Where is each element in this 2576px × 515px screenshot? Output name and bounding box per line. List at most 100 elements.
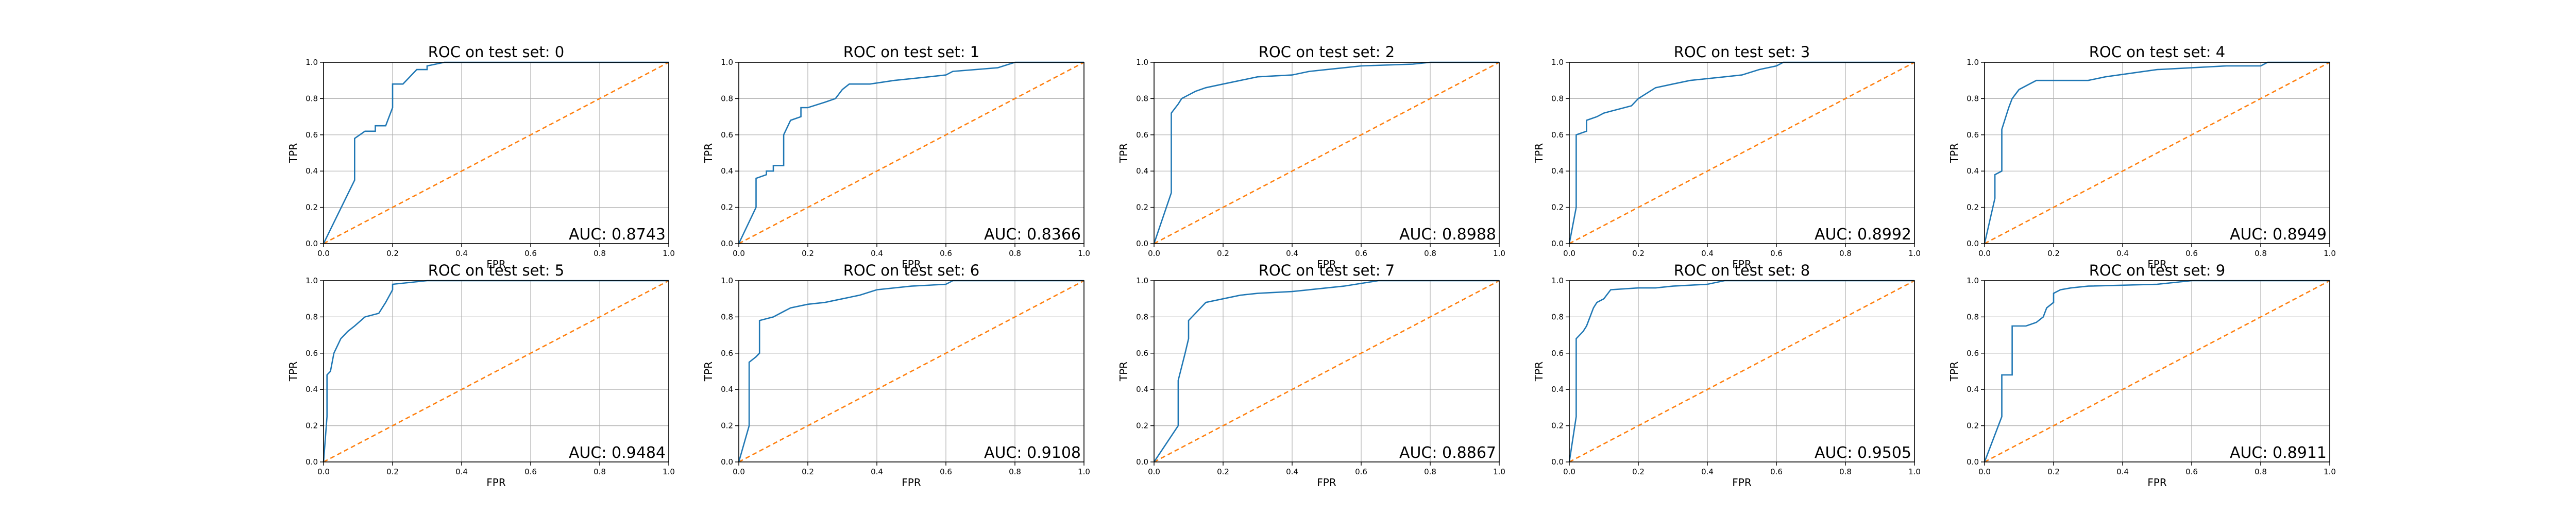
x-tick-label: 0.6	[524, 467, 537, 476]
chance-line	[738, 61, 1084, 245]
x-tick-label: 1.0	[1908, 249, 1921, 258]
y-tick-label: 1.0	[1136, 276, 1148, 285]
y-tick-label: 0.4	[1136, 385, 1148, 394]
x-tick-label: 0.6	[1770, 467, 1783, 476]
axes-frame	[1569, 62, 1915, 244]
x-tick-label: 1.0	[663, 249, 675, 258]
auc-label: AUC: 0.8743	[569, 226, 666, 244]
y-tick-label: 0.4	[1551, 385, 1564, 394]
x-tick-label: 0.8	[2255, 467, 2267, 476]
x-tick-label: 0.0	[733, 249, 745, 258]
x-tick-label: 0.0	[1978, 467, 1991, 476]
y-tick-label: 0.0	[1136, 239, 1148, 248]
x-tick-label: 0.8	[1839, 467, 1852, 476]
y-tick-label: 0.8	[1967, 312, 1979, 321]
x-tick-label: 0.4	[1286, 249, 1298, 258]
x-axis-label: FPR	[902, 476, 921, 489]
roc-subplot-2: 0.00.0 0.2 0.2 0.4 0.4 0.6 0.6 0.8 0.8 1.0 1.0 ROC …	[1117, 43, 1505, 270]
subplot-title: ROC on test set: 6	[843, 262, 979, 279]
y-axis-label: TPR	[702, 143, 715, 163]
y-tick-label: 0.6	[306, 349, 318, 358]
roc-subplot-7: 0.00.0 0.2 0.2 0.4 0.4 0.6 0.6 0.8 0.8 1.0 1.0 ROC …	[1117, 262, 1505, 489]
x-tick-label: 0.4	[455, 249, 468, 258]
y-tick-label: 0.4	[1967, 385, 1979, 394]
auc-label: AUC: 0.8366	[984, 226, 1081, 244]
y-tick-label: 0.6	[721, 349, 733, 358]
x-tick-label: 1.0	[663, 467, 675, 476]
y-tick-label: 0.0	[721, 239, 733, 248]
y-tick-label: 0.8	[1136, 312, 1148, 321]
y-tick-label: 0.4	[1136, 166, 1148, 176]
x-tick-label: 0.0	[1148, 467, 1160, 476]
axes-frame	[1984, 280, 2330, 462]
x-tick-label: 0.6	[940, 467, 952, 476]
x-tick-label: 0.0	[317, 467, 330, 476]
roc-subplot-1: 0.00.0 0.2 0.2 0.4 0.4 0.6 0.6 0.8 0.8 1.0 1.0 ROC …	[702, 43, 1090, 270]
y-axis-label: TPR	[1117, 362, 1130, 382]
subplot-title: ROC on test set: 8	[1674, 262, 1810, 279]
x-tick-label: 0.0	[317, 249, 330, 258]
y-tick-label: 0.4	[721, 385, 733, 394]
y-tick-label: 0.8	[721, 312, 733, 321]
x-tick-label: 1.0	[2324, 249, 2336, 258]
chance-line	[1984, 61, 2330, 245]
axes-frame	[323, 62, 669, 244]
y-tick-label: 0.2	[1551, 203, 1564, 212]
subplot-title: ROC on test set: 2	[1259, 43, 1395, 61]
x-axis-label: FPR	[2147, 258, 2167, 270]
x-tick-label: 0.2	[1217, 467, 1229, 476]
x-tick-label: 0.2	[1217, 249, 1229, 258]
auc-label: AUC: 0.9505	[1815, 444, 1911, 462]
axes-frame	[323, 280, 669, 462]
y-tick-label: 0.8	[1136, 94, 1148, 103]
x-axis-label: FPR	[1732, 258, 1752, 270]
y-axis-label: TPR	[1948, 362, 1960, 382]
x-tick-label: 0.2	[386, 249, 399, 258]
x-tick-label: 1.0	[1908, 467, 1921, 476]
axes-frame	[738, 62, 1084, 244]
y-axis-label: TPR	[287, 143, 299, 163]
y-tick-label: 0.4	[1551, 166, 1564, 176]
roc-curve	[1153, 61, 1499, 244]
axes-frame	[1154, 280, 1500, 462]
y-tick-label: 0.6	[1551, 349, 1564, 358]
x-tick-label: 0.2	[2047, 249, 2060, 258]
roc-subplot-9: 0.00.0 0.2 0.2 0.4 0.4 0.6 0.6 0.8 0.8 1.0 1.0 ROC …	[1948, 262, 2336, 489]
y-tick-label: 0.6	[721, 130, 733, 140]
x-tick-label: 0.8	[1839, 249, 1852, 258]
y-tick-label: 1.0	[306, 58, 318, 67]
y-axis-label: TPR	[1533, 362, 1545, 382]
x-tick-label: 0.6	[524, 249, 537, 258]
y-tick-label: 0.6	[306, 130, 318, 140]
axes-frame	[1154, 62, 1500, 244]
y-tick-label: 0.0	[1967, 457, 1979, 467]
roc-subplot-0: 0.00.0 0.2 0.2 0.4 0.4 0.6 0.6 0.8 0.8 1.0 1.0 ROC …	[287, 43, 675, 270]
x-tick-label: 0.8	[1009, 467, 1021, 476]
y-tick-label: 0.4	[721, 166, 733, 176]
y-tick-label: 0.8	[721, 94, 733, 103]
chance-line	[323, 280, 669, 463]
y-tick-label: 0.2	[1136, 203, 1148, 212]
y-tick-label: 0.8	[1551, 94, 1564, 103]
y-tick-label: 0.2	[306, 421, 318, 431]
y-tick-label: 0.6	[1967, 349, 1979, 358]
x-axis-label: FPR	[1317, 476, 1336, 489]
x-tick-label: 0.4	[1701, 467, 1714, 476]
roc-subplot-4: 0.00.0 0.2 0.2 0.4 0.4 0.6 0.6 0.8 0.8 1.0 1.0 ROC …	[1948, 43, 2336, 270]
y-tick-label: 0.8	[306, 94, 318, 103]
subplot-title: ROC on test set: 0	[428, 43, 564, 61]
y-tick-label: 0.6	[1136, 130, 1148, 140]
y-tick-label: 1.0	[1967, 58, 1979, 67]
x-tick-label: 0.0	[1563, 467, 1575, 476]
x-tick-label: 0.6	[2185, 249, 2198, 258]
x-tick-label: 0.6	[2185, 467, 2198, 476]
y-tick-label: 0.2	[1551, 421, 1564, 431]
x-axis-label: FPR	[902, 258, 921, 270]
auc-label: AUC: 0.8867	[1399, 444, 1496, 462]
y-tick-label: 1.0	[721, 58, 733, 67]
subplot-title: ROC on test set: 5	[428, 262, 564, 279]
subplot-title: ROC on test set: 4	[2089, 43, 2225, 61]
y-tick-label: 0.0	[1551, 239, 1564, 248]
roc-curve	[1984, 61, 2330, 244]
x-tick-label: 0.0	[1563, 249, 1575, 258]
